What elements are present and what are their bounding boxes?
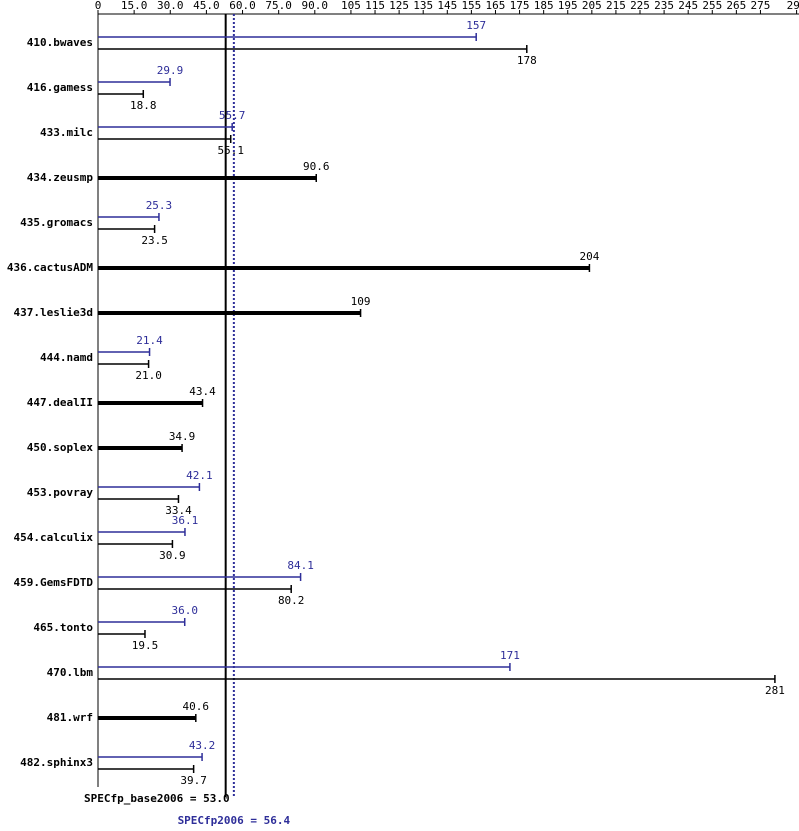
category-label: 470.lbm <box>47 666 94 679</box>
x-tick-label: 0 <box>95 0 102 12</box>
value-label: 42.1 <box>186 469 213 482</box>
value-label: 157 <box>466 19 486 32</box>
x-tick-label: 30.0 <box>157 0 184 12</box>
value-label: 25.3 <box>146 199 173 212</box>
x-tick-label: 215 <box>606 0 626 12</box>
x-tick-label: 185 <box>534 0 554 12</box>
x-tick-label: 105 <box>341 0 361 12</box>
value-label: 21.0 <box>135 369 162 382</box>
category-label: 482.sphinx3 <box>20 756 93 769</box>
value-label: 80.2 <box>278 594 305 607</box>
x-tick-label: 165 <box>486 0 506 12</box>
x-tick-label: 235 <box>654 0 674 12</box>
value-label: 90.6 <box>303 160 330 173</box>
value-label: 178 <box>517 54 537 67</box>
value-label: 281 <box>765 684 785 697</box>
x-tick-label: 60.0 <box>229 0 256 12</box>
value-label: 34.9 <box>169 430 196 443</box>
category-label: 481.wrf <box>47 711 93 724</box>
value-label: 109 <box>351 295 371 308</box>
value-label: 40.6 <box>183 700 210 713</box>
value-label: 30.9 <box>159 549 186 562</box>
x-tick-label: 275 <box>751 0 771 12</box>
category-label: 447.dealII <box>27 396 93 409</box>
value-label: 29.9 <box>157 64 184 77</box>
x-tick-label: 265 <box>726 0 746 12</box>
x-tick-label: 205 <box>582 0 602 12</box>
x-tick-label: 75.0 <box>265 0 292 12</box>
x-tick-label: 90.0 <box>302 0 329 12</box>
value-label: 43.4 <box>189 385 216 398</box>
value-label: 33.4 <box>165 504 192 517</box>
value-label: 36.1 <box>172 514 199 527</box>
category-label: 410.bwaves <box>27 36 93 49</box>
x-tick-label: 125 <box>389 0 409 12</box>
category-label: 416.gamess <box>27 81 93 94</box>
value-label: 36.0 <box>171 604 198 617</box>
category-label: 453.povray <box>27 486 94 499</box>
x-tick-label: 225 <box>630 0 650 12</box>
value-label: 55.7 <box>219 109 246 122</box>
x-tick-label: 15.0 <box>121 0 148 12</box>
category-label: 436.cactusADM <box>7 261 93 274</box>
category-label: 444.namd <box>40 351 93 364</box>
reference-label: SPECfp_base2006 = 53.0 <box>84 792 230 805</box>
value-label: 19.5 <box>132 639 159 652</box>
category-label: 434.zeusmp <box>27 171 94 184</box>
x-tick-label: 145 <box>437 0 457 12</box>
value-label: 204 <box>579 250 599 263</box>
x-tick-label: 290 <box>787 0 799 12</box>
value-label: 43.2 <box>189 739 216 752</box>
value-label: 23.5 <box>141 234 168 247</box>
reference-label: SPECfp2006 = 56.4 <box>178 814 291 827</box>
category-label: 465.tonto <box>33 621 93 634</box>
category-label: 433.milc <box>40 126 93 139</box>
category-label: 454.calculix <box>14 531 94 544</box>
value-label: 55.1 <box>217 144 244 157</box>
value-label: 84.1 <box>287 559 314 572</box>
x-tick-label: 195 <box>558 0 578 12</box>
x-tick-label: 45.0 <box>193 0 220 12</box>
category-label: 459.GemsFDTD <box>14 576 94 589</box>
x-tick-label: 175 <box>510 0 530 12</box>
x-tick-label: 255 <box>702 0 722 12</box>
value-label: 21.4 <box>136 334 163 347</box>
x-tick-label: 155 <box>461 0 481 12</box>
category-label: 437.leslie3d <box>14 306 93 319</box>
x-tick-label: 115 <box>365 0 385 12</box>
x-tick-label: 135 <box>413 0 433 12</box>
x-tick-label: 245 <box>678 0 698 12</box>
value-label: 39.7 <box>180 774 207 787</box>
value-label: 171 <box>500 649 520 662</box>
category-label: 435.gromacs <box>20 216 93 229</box>
value-label: 18.8 <box>130 99 157 112</box>
category-label: 450.soplex <box>27 441 94 454</box>
